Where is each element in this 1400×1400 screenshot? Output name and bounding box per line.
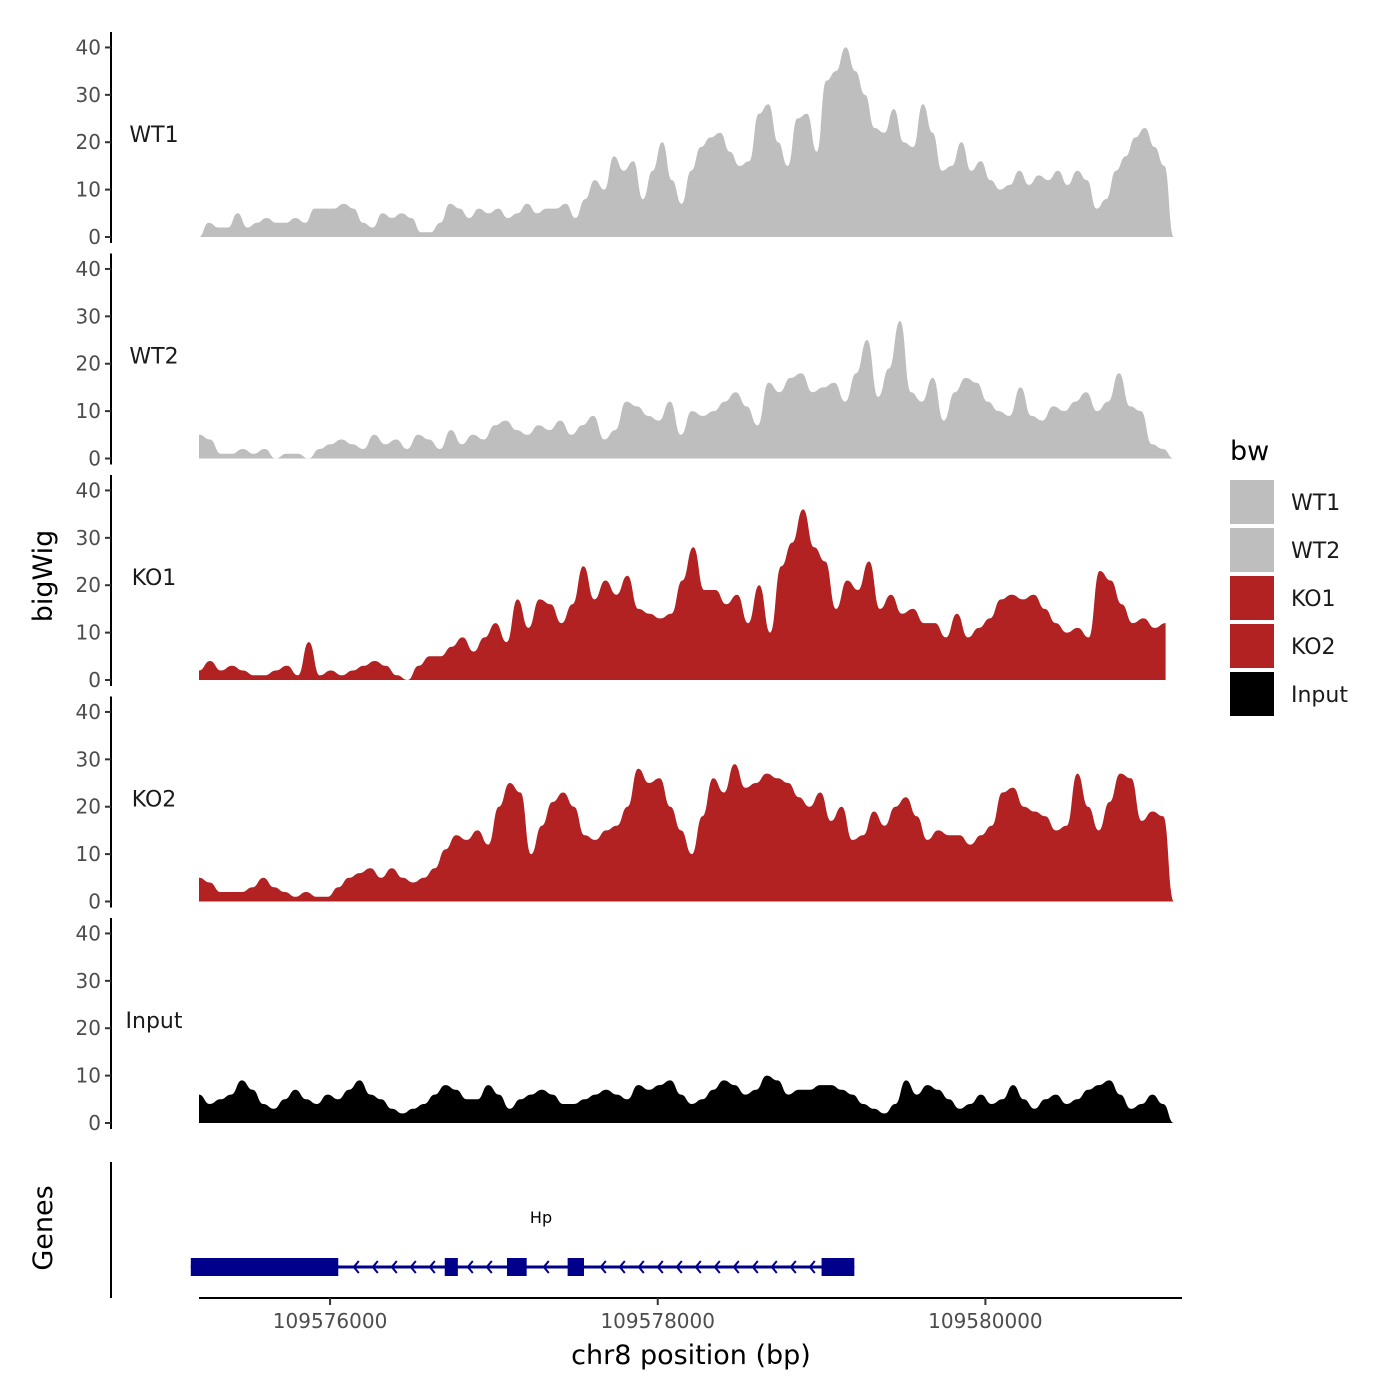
y-tick-label: 0 xyxy=(88,447,101,471)
gene-model: Hp xyxy=(190,1208,855,1276)
area-ko2 xyxy=(199,764,1174,902)
x-tick-label: 109580000 xyxy=(928,1309,1043,1333)
y-tick-label: 30 xyxy=(76,969,101,993)
y-tick-label: 20 xyxy=(76,795,101,819)
strand-arrow xyxy=(371,1260,379,1274)
y-tick-label: 10 xyxy=(76,842,101,866)
gene-exon xyxy=(567,1258,585,1276)
legend-key-wt2 xyxy=(1230,528,1274,572)
strand-arrow xyxy=(466,1260,474,1274)
y-tick-label: 40 xyxy=(76,35,101,59)
track-label-ko1: KO1 xyxy=(132,566,177,591)
legend: bw WT1 WT2 KO1 KO2 Input xyxy=(1230,436,1348,716)
legend-label-ko2: KO2 xyxy=(1291,635,1336,660)
y-tick-label: 10 xyxy=(76,621,101,645)
strand-arrow xyxy=(656,1260,664,1274)
legend-label-wt1: WT1 xyxy=(1291,491,1340,516)
strand-arrow xyxy=(808,1260,816,1274)
gene-exon xyxy=(821,1258,855,1276)
genes-axis-title: Genes xyxy=(28,1185,59,1270)
track-wt2: 0 10 20 30 40 WT2 xyxy=(76,253,1174,471)
track-ko1: 0 10 20 30 40 KO1 xyxy=(76,475,1166,692)
area-wt2 xyxy=(199,321,1174,459)
strand-arrow xyxy=(637,1260,645,1274)
strand-arrow xyxy=(675,1260,683,1274)
y-tick-label: 40 xyxy=(76,257,101,281)
track-wt1: 0 10 20 30 40 WT1 xyxy=(76,32,1174,249)
gene-exon xyxy=(190,1258,339,1276)
y-tick-label: 10 xyxy=(76,178,101,202)
legend-label-input: Input xyxy=(1291,683,1348,708)
x-axis-title: chr8 position (bp) xyxy=(571,1340,811,1371)
y-tick-label: 20 xyxy=(76,130,101,154)
bigwig-tracks: 0 10 20 30 40 WT1 0 10 20 30 40 WT2 0 10 20 30 40 KO1 0 10 2… xyxy=(76,32,1174,1135)
track-input: 0 10 20 30 40 Input xyxy=(76,918,1174,1135)
x-tick-label: 109578000 xyxy=(600,1309,715,1333)
track-label-input: Input xyxy=(126,1009,183,1034)
legend-key-ko2 xyxy=(1230,624,1274,668)
y-tick-label: 30 xyxy=(76,304,101,328)
strand-arrow xyxy=(428,1260,436,1274)
track-label-wt2: WT2 xyxy=(129,345,178,370)
legend-key-wt1 xyxy=(1230,480,1274,524)
y-tick-label: 0 xyxy=(88,225,101,249)
gene-name-label: Hp xyxy=(530,1208,552,1227)
area-input xyxy=(199,1075,1174,1123)
gene-exon xyxy=(507,1258,527,1276)
y-tick-label: 30 xyxy=(76,747,101,771)
y-tick-label: 20 xyxy=(76,352,101,376)
area-ko1 xyxy=(199,509,1166,680)
legend-title: bw xyxy=(1230,436,1269,467)
y-tick-label: 0 xyxy=(88,890,101,914)
legend-label-wt2: WT2 xyxy=(1291,539,1340,564)
strand-arrow xyxy=(352,1260,360,1274)
strand-arrow xyxy=(713,1260,721,1274)
strand-arrow xyxy=(409,1260,417,1274)
x-axis-ticks: 109576000 109578000 109580000 xyxy=(273,1298,1043,1333)
strand-arrow xyxy=(694,1260,702,1274)
y-tick-label: 30 xyxy=(76,526,101,550)
y-tick-label: 10 xyxy=(76,399,101,423)
y-tick-label: 40 xyxy=(76,700,101,724)
strand-arrow xyxy=(390,1260,398,1274)
strand-arrow xyxy=(751,1260,759,1274)
y-tick-label: 40 xyxy=(76,478,101,502)
y-tick-label: 0 xyxy=(88,1111,101,1135)
legend-key-ko1 xyxy=(1230,576,1274,620)
strand-arrow xyxy=(599,1260,607,1274)
track-label-ko2: KO2 xyxy=(132,788,177,813)
legend-label-ko1: KO1 xyxy=(1291,587,1336,612)
y-tick-label: 30 xyxy=(76,83,101,107)
x-tick-label: 109576000 xyxy=(273,1309,388,1333)
area-wt1 xyxy=(199,47,1174,238)
y-tick-label: 20 xyxy=(76,1016,101,1040)
strand-arrow xyxy=(789,1260,797,1274)
strand-arrow xyxy=(485,1260,493,1274)
y-tick-label: 10 xyxy=(76,1064,101,1088)
y-tick-label: 0 xyxy=(88,668,101,692)
strand-arrow xyxy=(770,1260,778,1274)
y-axis-title: bigWig xyxy=(28,530,59,623)
y-tick-label: 40 xyxy=(76,921,101,945)
strand-arrow xyxy=(732,1260,740,1274)
gene-exon xyxy=(444,1258,458,1276)
legend-key-input xyxy=(1230,672,1274,716)
strand-arrow xyxy=(542,1260,550,1274)
strand-arrow xyxy=(618,1260,626,1274)
track-ko2: 0 10 20 30 40 KO2 xyxy=(76,696,1174,914)
y-tick-label: 20 xyxy=(76,573,101,597)
track-label-wt1: WT1 xyxy=(129,123,178,148)
